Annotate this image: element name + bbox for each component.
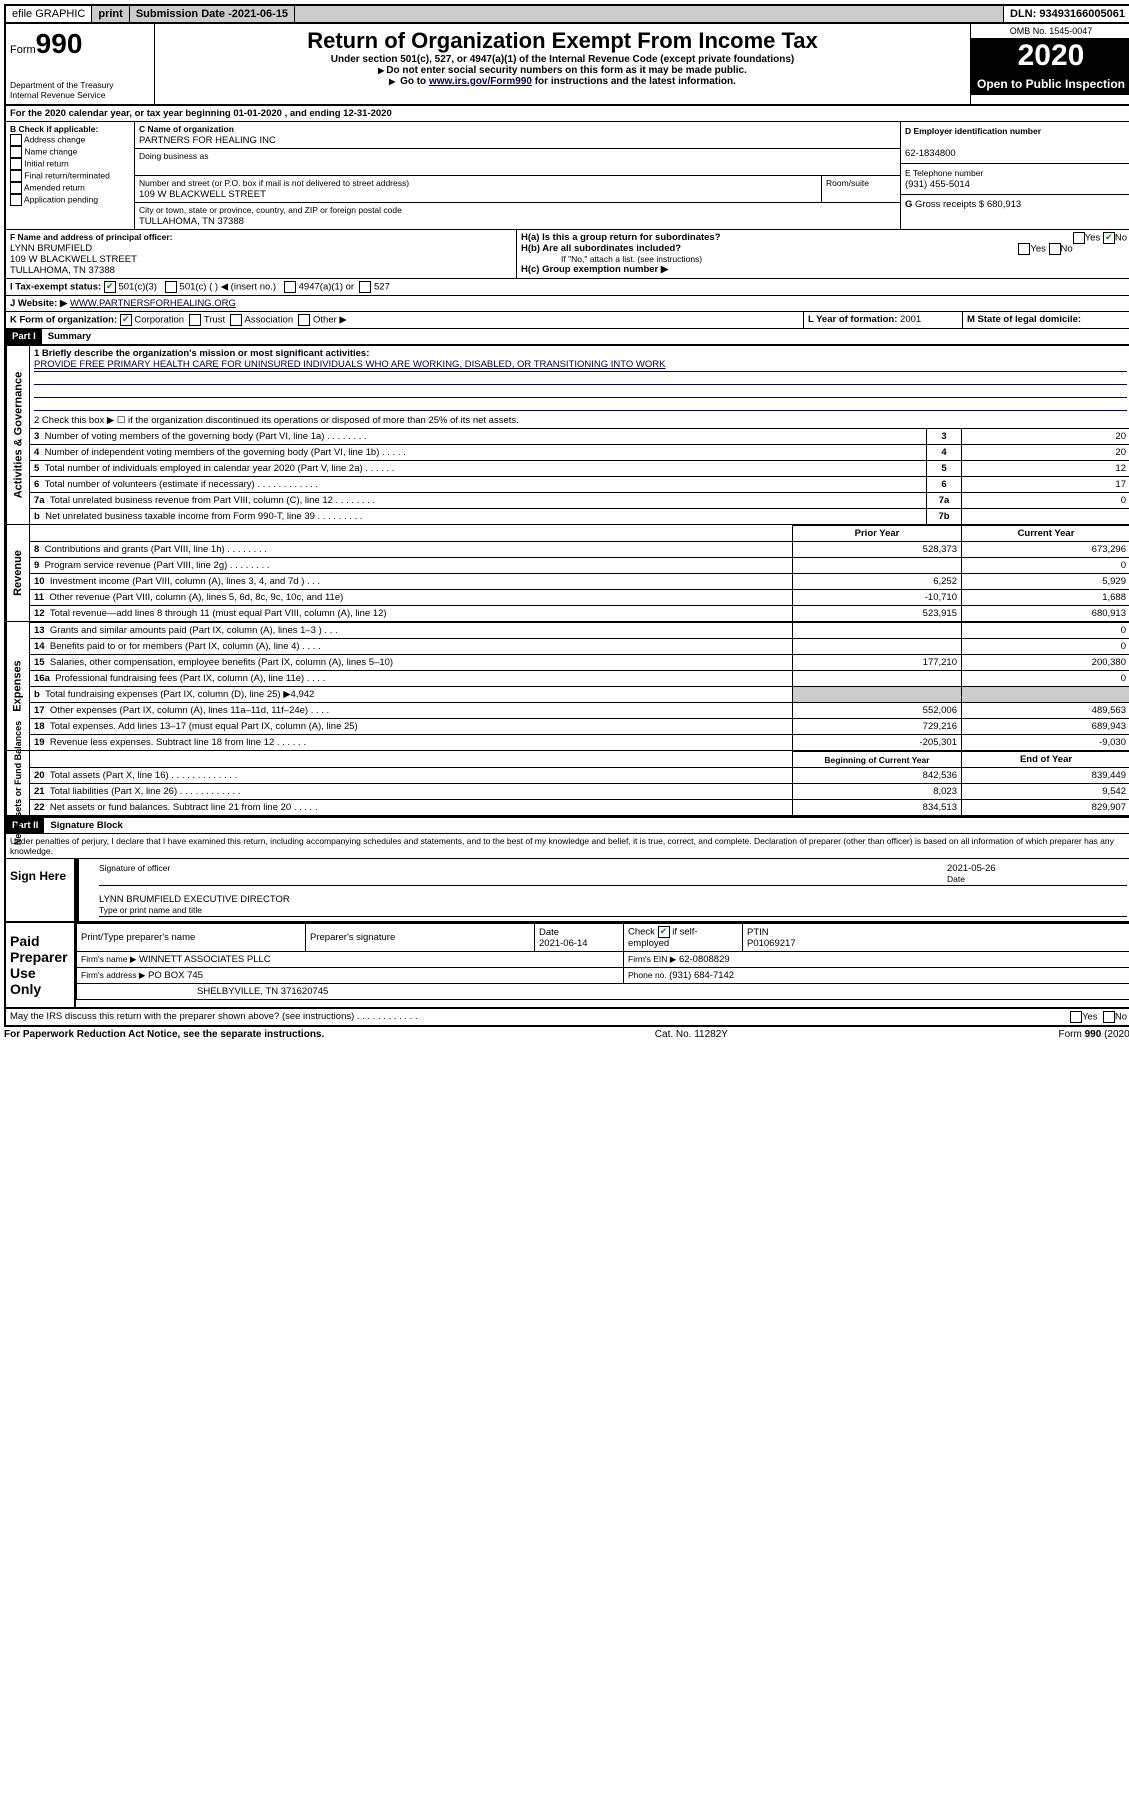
final-return-checkbox[interactable] [10,170,22,182]
officer-name: LYNN BRUMFIELD EXECUTIVE DIRECTOR [99,894,290,905]
dln: DLN: 93493166005061 [1004,6,1129,22]
ha-no-checkbox[interactable] [1103,232,1115,244]
header-right: OMB No. 1545-0047 2020 Open to Public In… [971,24,1129,104]
ha-yes-checkbox[interactable] [1073,232,1085,244]
line-klm: K Form of organization: Corporation Trus… [4,312,1129,329]
governance-table: 3 Number of voting members of the govern… [30,428,1129,525]
expenses-section: Expenses 13 Grants and similar amounts p… [4,622,1129,751]
rev-sidelabel: Revenue [6,525,30,622]
firm-name: WINNETT ASSOCIATES PLLC [139,954,271,965]
section-deg: D Employer identification number 62-1834… [901,122,1129,229]
sign-here-block: Sign Here Signature of officer 2021-05-2… [4,859,1129,923]
netassets-table: Beginning of Current YearEnd of Year 20 … [30,751,1129,816]
street-address: 109 W BLACKWELL STREET [139,189,266,200]
firm-ein: 62-0808829 [679,954,730,965]
corp-checkbox[interactable] [120,314,132,326]
hb-yes-checkbox[interactable] [1018,243,1030,255]
line-i: I Tax-exempt status: 501(c)(3) 501(c) ( … [4,279,1129,296]
preparer-phone: (931) 684-7142 [669,970,734,981]
sign-here-label: Sign Here [6,859,76,921]
governance-section: Activities & Governance 1 Briefly descri… [4,346,1129,525]
revenue-table: Prior YearCurrent Year 8 Contributions a… [30,525,1129,622]
discuss-row: May the IRS discuss this return with the… [4,1009,1129,1027]
501c-checkbox[interactable] [165,281,177,293]
dept-treasury: Department of the Treasury [10,80,150,90]
self-employed-checkbox[interactable] [658,926,670,938]
efile-label: efile GRAPHIC [6,6,92,22]
section-f: F Name and address of principal officer:… [6,230,517,278]
omb: OMB No. 1545-0047 [971,24,1129,39]
header-mid: Return of Organization Exempt From Incom… [155,24,971,104]
gov-sidelabel: Activities & Governance [6,346,30,525]
gross-receipts: 680,913 [987,199,1021,210]
paid-preparer-label: Paid Preparer Use Only [6,923,76,1007]
header-left: Form990 Department of the Treasury Inter… [6,24,155,104]
part1-header: Part I Summary [4,329,1129,346]
section-b: B Check if applicable: Address change Na… [6,122,135,229]
section-c: C Name of organization PARTNERS FOR HEAL… [135,122,901,229]
irs: Internal Revenue Service [10,90,150,100]
assoc-checkbox[interactable] [230,314,242,326]
tax-year: 2020 [971,39,1129,73]
subtitle-1: Under section 501(c), 527, or 4947(a)(1)… [159,54,966,65]
paid-preparer-block: Paid Preparer Use Only Print/Type prepar… [4,923,1129,1009]
subtitle-2: Do not enter social security numbers on … [159,65,966,76]
subtitle-3: Go to www.irs.gov/Form990 for instructio… [159,76,966,87]
trust-checkbox[interactable] [189,314,201,326]
org-name: PARTNERS FOR HEALING INC [139,135,276,146]
addr-change-checkbox[interactable] [10,134,22,146]
form990-link[interactable]: www.irs.gov/Form990 [429,76,532,87]
fh-block: F Name and address of principal officer:… [4,230,1129,279]
expenses-table: 13 Grants and similar amounts paid (Part… [30,622,1129,751]
phone: (931) 455-5014 [905,179,970,190]
net-sidelabel: Net Assets or Fund Balances [6,751,30,816]
line-j: J Website: ▶ WWW.PARTNERSFORHEALING.ORG [4,296,1129,312]
footer: For Paperwork Reduction Act Notice, see … [4,1027,1129,1042]
501c3-checkbox[interactable] [104,281,116,293]
initial-return-checkbox[interactable] [10,158,22,170]
revenue-section: Revenue Prior YearCurrent Year 8 Contrib… [4,525,1129,622]
form-title: Return of Organization Exempt From Incom… [159,28,966,54]
line-2: 2 Check this box ▶ ☐ if the organization… [30,413,1129,428]
submission-date: Submission Date - 2021-06-15 [130,6,295,22]
topbar-spacer [295,6,1004,22]
section-h: H(a) Is this a group return for subordin… [517,230,1129,278]
id-block: B Check if applicable: Address change Na… [4,122,1129,230]
top-bar: efile GRAPHIC print Submission Date - 20… [4,4,1129,24]
print-button[interactable]: print [92,6,129,22]
527-checkbox[interactable] [359,281,371,293]
name-change-checkbox[interactable] [10,146,22,158]
mission-text: PROVIDE FREE PRIMARY HEALTH CARE FOR UNI… [34,359,1127,372]
website-link[interactable]: WWW.PARTNERSFORHEALING.ORG [70,298,236,309]
discuss-no-checkbox[interactable] [1103,1011,1115,1023]
ptin: P01069217 [747,938,796,949]
other-checkbox[interactable] [298,314,310,326]
ein: 62-1834800 [905,148,956,159]
part2-header: Part II Signature Block [4,818,1129,834]
4947-checkbox[interactable] [284,281,296,293]
amended-checkbox[interactable] [10,182,22,194]
city-state-zip: TULLAHOMA, TN 37388 [139,216,244,227]
discuss-yes-checkbox[interactable] [1070,1011,1082,1023]
form-header: Form990 Department of the Treasury Inter… [4,24,1129,106]
declaration: Under penalties of perjury, I declare th… [4,834,1129,859]
netassets-section: Net Assets or Fund Balances Beginning of… [4,751,1129,818]
hb-no-checkbox[interactable] [1049,243,1061,255]
open-inspection: Open to Public Inspection [971,73,1129,95]
line-a: For the 2020 calendar year, or tax year … [4,106,1129,122]
pending-checkbox[interactable] [10,194,22,206]
